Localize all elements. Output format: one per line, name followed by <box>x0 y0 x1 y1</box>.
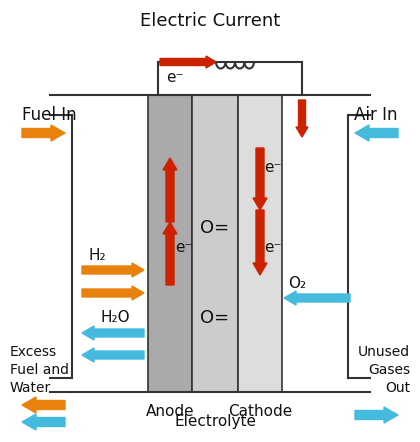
FancyArrow shape <box>355 125 398 141</box>
Bar <box>238 95 282 392</box>
FancyArrow shape <box>82 348 144 362</box>
FancyArrow shape <box>82 326 144 340</box>
Text: e⁻: e⁻ <box>166 69 184 84</box>
Text: Electrolyte: Electrolyte <box>174 414 256 429</box>
FancyArrow shape <box>22 125 65 141</box>
Text: Electric Current: Electric Current <box>140 12 280 30</box>
FancyArrow shape <box>163 158 177 222</box>
Text: Fuel In: Fuel In <box>22 106 76 124</box>
Text: O₂: O₂ <box>288 275 306 290</box>
Text: e⁻: e⁻ <box>264 160 281 175</box>
FancyArrow shape <box>22 397 65 413</box>
Bar <box>192 95 238 392</box>
FancyArrow shape <box>296 100 308 137</box>
FancyArrow shape <box>82 286 144 300</box>
Text: H₂: H₂ <box>88 248 105 263</box>
Text: Air In: Air In <box>354 106 398 124</box>
Bar <box>148 95 192 392</box>
FancyArrow shape <box>253 210 267 275</box>
FancyArrow shape <box>253 148 267 210</box>
Text: Cathode: Cathode <box>228 404 292 419</box>
FancyArrow shape <box>160 56 216 68</box>
Text: Unused
Gases
Out: Unused Gases Out <box>358 345 410 396</box>
FancyArrow shape <box>22 414 65 430</box>
Text: e⁻: e⁻ <box>175 240 192 255</box>
Text: O=: O= <box>200 309 230 327</box>
Text: Anode: Anode <box>146 404 194 419</box>
FancyArrow shape <box>163 222 177 285</box>
Text: Excess
Fuel and
Water: Excess Fuel and Water <box>10 345 69 396</box>
FancyArrow shape <box>355 407 398 423</box>
Text: e⁻: e⁻ <box>264 240 281 255</box>
Text: O=: O= <box>200 219 230 237</box>
FancyArrow shape <box>82 263 144 277</box>
FancyArrow shape <box>284 291 350 305</box>
Text: H₂O: H₂O <box>100 310 130 325</box>
